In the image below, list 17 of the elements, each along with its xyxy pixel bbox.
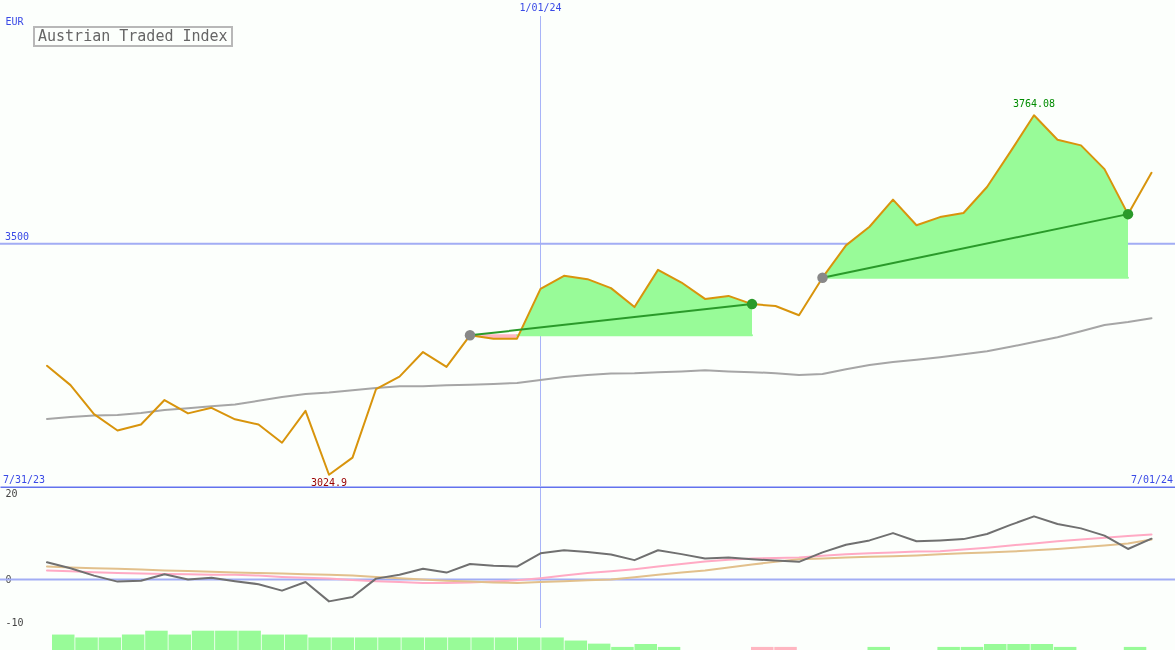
annotation: 3500 [5,230,30,242]
point [746,298,758,310]
chart-title: Austrian Traded Index [33,26,233,47]
line-series [46,515,1153,603]
point [1122,208,1134,220]
x-tick-label: 7/01/24 [1130,473,1174,485]
y-axis-title: EUR [5,15,25,27]
annotation: 3764.08 [1012,98,1056,110]
bar [867,646,890,650]
point [464,330,476,341]
bar [1123,646,1147,650]
y-tick-label: 20 [5,488,18,500]
x-tick-label: 7/31/23 [2,473,46,485]
ref-line-label: 1/01/24 [519,2,562,13]
y-tick-label: -10 [5,616,24,628]
point [817,272,828,283]
annotation: 3024.9 [310,476,348,488]
